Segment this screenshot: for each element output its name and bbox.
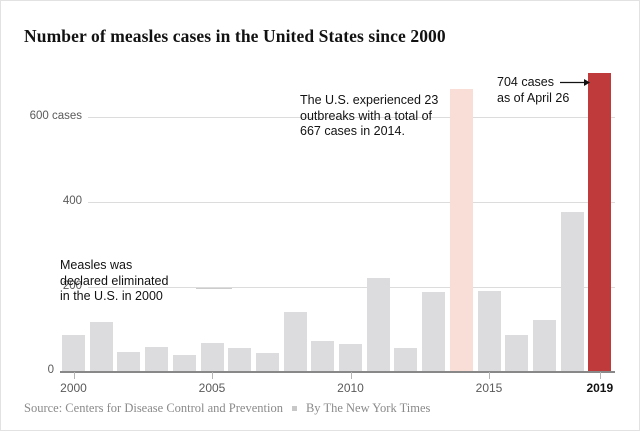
y-axis-label-200: 200 <box>62 280 82 292</box>
annotation-eliminated-line-2: declared eliminated <box>60 273 169 288</box>
gridline-600 <box>88 117 615 118</box>
annotation-eliminated: Measles was declared eliminated in the U… <box>60 258 168 305</box>
bar-2016 <box>505 334 529 371</box>
x-axis-label-2005: 2005 <box>198 381 226 395</box>
annotation-current: 704 cases as of April 26 <box>497 75 590 106</box>
bar-2014 <box>449 88 473 371</box>
footer-separator-dot <box>291 406 297 411</box>
bar-2010 <box>339 344 362 371</box>
annotation-eliminated-line-3: in the U.S. in 2000 <box>60 289 163 303</box>
x-axis-tick-2010 <box>350 372 352 379</box>
page-title: Number of measles cases in the United St… <box>24 26 446 46</box>
bar-2003 <box>145 347 169 371</box>
footer-source: Source: Centers for Disease Control and … <box>24 401 283 415</box>
bar-2018 <box>560 212 584 371</box>
annotation-current-line-2: as of April 26 <box>497 90 570 105</box>
chart-footer: Source: Centers for Disease Control and … <box>24 401 430 416</box>
arrow-right-icon <box>559 78 590 87</box>
y-axis-label-400: 400 <box>62 195 82 207</box>
annotation-current-row-1: 704 cases <box>497 75 590 91</box>
bar-2006 <box>228 347 252 371</box>
annotation-outbreaks-line-1: The U.S. experienced 23 <box>300 93 439 107</box>
bar-2009 <box>311 340 335 371</box>
bar-2005 <box>200 343 224 371</box>
x-axis-tick-2005 <box>212 372 213 379</box>
bar-2004 <box>172 355 196 371</box>
y-axis-label-600: 600 cases <box>29 110 82 122</box>
bar-2007 <box>255 352 279 371</box>
footer-credit: By The New York Times <box>305 401 431 415</box>
annotation-outbreaks: The U.S. experienced 23 outbreaks with a… <box>300 93 438 140</box>
bar-2002 <box>117 352 141 371</box>
bar-2000 <box>62 334 85 371</box>
annotation-eliminated-leader <box>196 288 232 289</box>
x-axis-label-2019: 2019 <box>586 381 614 395</box>
axis-baseline <box>60 371 615 373</box>
bar-2015 <box>477 291 501 371</box>
bar-2001 <box>89 321 113 371</box>
y-axis-label-0: 0 <box>47 364 54 376</box>
x-axis-label-2015: 2015 <box>475 381 503 395</box>
bar-2019 <box>588 72 612 371</box>
x-axis-label-2010: 2010 <box>337 381 364 395</box>
annotation-eliminated-line-1: Measles was <box>60 258 133 272</box>
bar-2013 <box>422 291 446 371</box>
bar-2017 <box>532 320 556 371</box>
annotation-outbreaks-line-3: 667 cases in 2014. <box>300 124 405 138</box>
x-axis-tick-2000 <box>73 372 75 379</box>
bar-2011 <box>366 277 390 371</box>
gridline-200 <box>88 287 615 288</box>
x-axis-tick-2019 <box>599 372 601 379</box>
x-axis-label-2000: 2000 <box>60 381 87 395</box>
bar-2012 <box>394 347 418 371</box>
annotation-current-line-1: 704 cases <box>497 75 554 89</box>
gridline-400 <box>88 202 615 203</box>
annotation-outbreaks-line-2: outbreaks with a total of <box>300 108 433 123</box>
x-axis-tick-2015 <box>489 372 490 379</box>
bar-2008 <box>283 311 307 371</box>
